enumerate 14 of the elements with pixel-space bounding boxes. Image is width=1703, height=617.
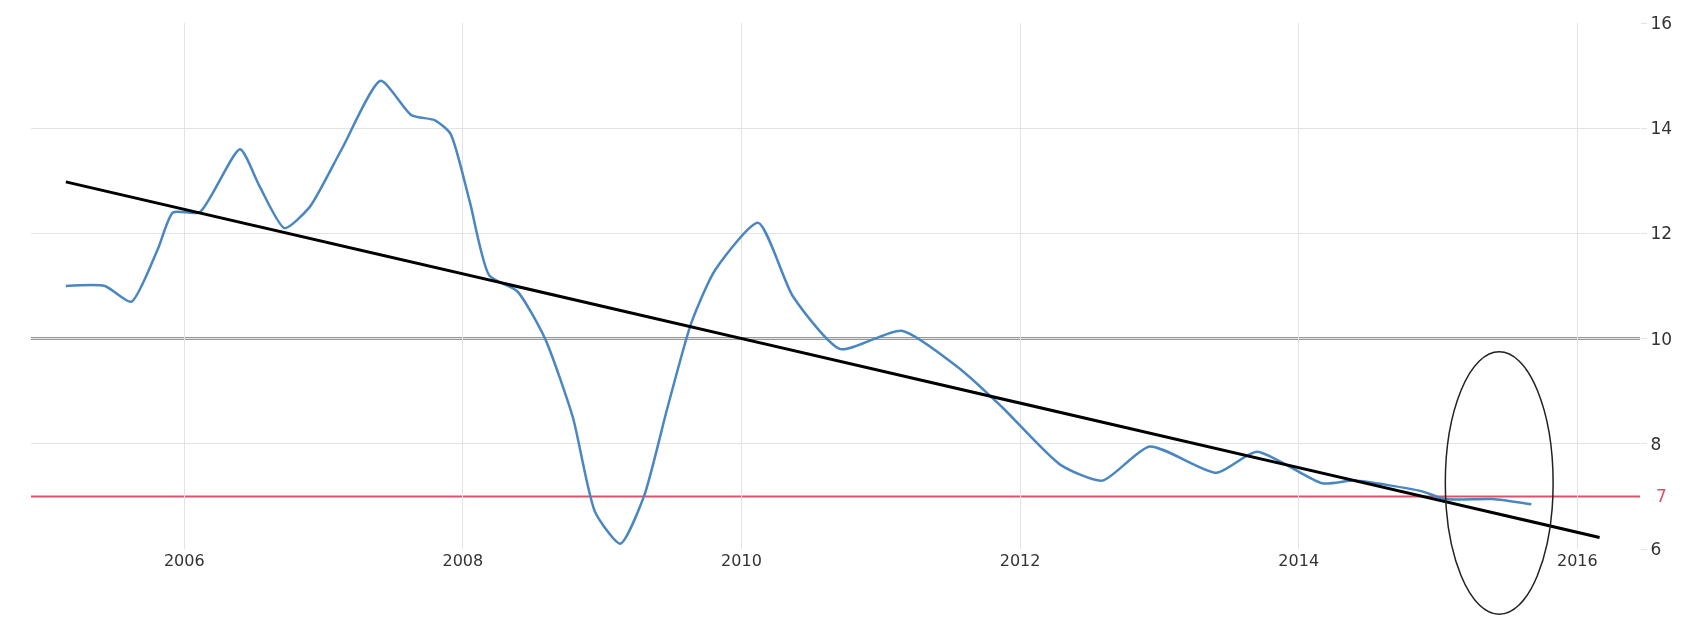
x-tick-label: 2010 bbox=[721, 551, 762, 570]
y-tick-label: 12 bbox=[1650, 223, 1673, 244]
ref-line-label: 7 bbox=[1656, 486, 1667, 506]
x-tick-label: 2006 bbox=[163, 551, 205, 570]
x-tick-label: 2014 bbox=[1278, 551, 1320, 570]
y-tick-label: 8 bbox=[1650, 433, 1662, 454]
x-tick-label: 2016 bbox=[1556, 551, 1598, 570]
y-tick-label: 6 bbox=[1650, 538, 1662, 559]
y-tick-label: 10 bbox=[1650, 328, 1673, 349]
y-tick-label: 14 bbox=[1650, 118, 1673, 139]
line-series bbox=[64, 79, 1533, 545]
x-tick-label: 2008 bbox=[442, 551, 484, 570]
y-tick-label: 16 bbox=[1650, 12, 1673, 33]
x-tick-label: 2012 bbox=[999, 551, 1041, 570]
